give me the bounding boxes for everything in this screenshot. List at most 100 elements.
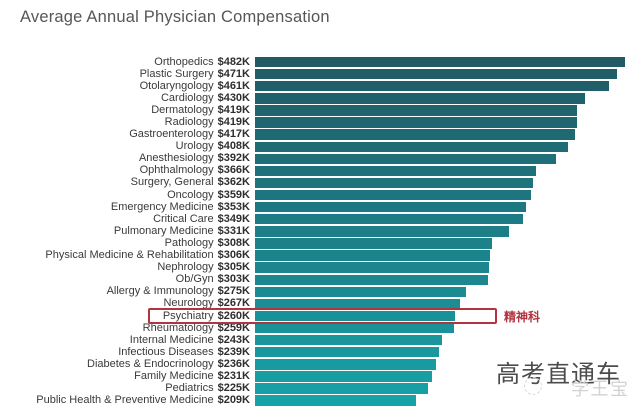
category-label: Internal Medicine <box>129 333 214 346</box>
value-label: $231K <box>217 369 250 382</box>
category-label: Diabetes & Endocrinology <box>87 357 214 370</box>
bar <box>255 81 610 92</box>
category-label: Pulmonary Medicine <box>113 224 214 237</box>
bar <box>255 286 467 298</box>
category-label: Plastic Surgery <box>139 67 214 80</box>
bar-row-label: Surgery, General $362K <box>0 177 250 188</box>
value-label: $275K <box>217 285 250 298</box>
bar <box>255 165 537 177</box>
bar <box>255 214 524 225</box>
value-label: $308K <box>217 236 250 249</box>
bar <box>255 274 488 285</box>
bar-row-label: Ophthalmology $366K <box>0 165 250 176</box>
bar-row: Anesthesiology $392K <box>0 153 639 165</box>
value-label: $392K <box>217 152 250 165</box>
bar-row: Family Medicine $231K <box>0 370 639 382</box>
category-label: Oncology <box>167 188 214 201</box>
bar-row-label: Pathology $308K <box>0 236 250 249</box>
value-label: $482K <box>217 55 250 68</box>
bar <box>255 238 492 249</box>
bar-area <box>255 189 639 201</box>
bar <box>255 201 527 213</box>
bar-row-label: Gastroenterology $417K <box>0 129 250 140</box>
category-label: Ophthalmology <box>139 164 214 177</box>
category-label: Critical Care <box>153 212 214 225</box>
bar-row-label: Public Health & Preventive Medicine $209… <box>0 395 250 406</box>
category-label: Surgery, General <box>130 176 214 189</box>
bar-area <box>255 274 639 285</box>
bar <box>255 310 455 322</box>
bar-row: Pathology $308K <box>0 237 639 249</box>
category-label: Cardiology <box>160 91 214 104</box>
value-label: $239K <box>217 345 250 358</box>
value-label: $417K <box>217 128 250 141</box>
bar-area <box>255 226 639 237</box>
bar <box>255 177 534 189</box>
bar-area <box>255 359 639 370</box>
bar-row: Critical Care $349K <box>0 213 639 225</box>
category-label: Public Health & Preventive Medicine <box>36 394 214 407</box>
bar-area <box>255 371 639 382</box>
bar-row: Allergy & Immunology $275K <box>0 286 639 298</box>
category-label: Psychiatry <box>162 309 214 322</box>
value-label: $209K <box>217 394 250 407</box>
bar-row: Surgery, General $362K <box>0 177 639 189</box>
category-label: Family Medicine <box>134 369 214 382</box>
bar-row-label: Plastic Surgery $471K <box>0 67 250 80</box>
value-label: $366K <box>217 164 250 177</box>
value-label: $236K <box>217 357 250 370</box>
bar-row-label: Internal Medicine $243K <box>0 333 250 346</box>
bar-area <box>255 177 639 189</box>
bar-row-label: Family Medicine $231K <box>0 369 250 382</box>
chart-title: Average Annual Physician Compensation <box>20 8 330 26</box>
bar-row-label: Physical Medicine & Rehabilitation $306K <box>0 250 250 261</box>
bar <box>255 347 439 358</box>
bar-row-label: Diabetes & Endocrinology $236K <box>0 357 250 370</box>
bar-row: Dermatology $419K <box>0 104 639 116</box>
bar-row: Rheumatology $259K <box>0 322 639 334</box>
bar-row-label: Cardiology $430K <box>0 91 250 104</box>
value-label: $306K <box>217 249 250 262</box>
bar-area <box>255 105 639 116</box>
bar-area <box>255 68 639 80</box>
bar-row: Gastroenterology $417K <box>0 129 639 141</box>
bar <box>255 117 577 128</box>
bar <box>255 335 442 346</box>
bar-area <box>255 56 639 68</box>
highlight-annotation: 精神科 <box>504 309 541 324</box>
bar-row-label: Allergy & Immunology $275K <box>0 286 250 297</box>
category-label: Gastroenterology <box>129 128 214 141</box>
bar-row: Orthopedics $482K <box>0 56 639 68</box>
bar-area <box>255 129 639 140</box>
bar-row-label: Dermatology $419K <box>0 104 250 116</box>
bar-row-label: Pediatrics $225K <box>0 383 250 394</box>
bar-row-label: Anesthesiology $392K <box>0 153 250 164</box>
bar-row: Nephrology $305K <box>0 262 639 274</box>
bar-row-label: Emergency Medicine $353K <box>0 201 250 213</box>
bar <box>255 129 576 140</box>
bar-row: Pediatrics $225K <box>0 383 639 395</box>
value-label: $260K <box>217 309 250 322</box>
bar-row: Otolaryngology $461K <box>0 80 639 92</box>
value-label: $461K <box>217 79 250 92</box>
bar-row: Ob/Gyn $303K <box>0 274 639 286</box>
value-label: $349K <box>217 212 250 225</box>
bar-row: Urology $408K <box>0 141 639 153</box>
bar-row: Ophthalmology $366K <box>0 165 639 177</box>
bar-row-label: Infectious Diseases $239K <box>0 345 250 358</box>
bar-row: Neurology $267K <box>0 298 639 310</box>
bar-row: Diabetes & Endocrinology $236K <box>0 358 639 370</box>
bar <box>255 226 510 237</box>
bar-area <box>255 335 639 346</box>
bar <box>255 359 437 370</box>
bar-row-label: Ob/Gyn $303K <box>0 274 250 285</box>
bar-row: Plastic Surgery $471K <box>0 68 639 80</box>
bar-area <box>255 165 639 177</box>
value-label: $359K <box>217 188 250 201</box>
bar <box>255 298 461 310</box>
bar <box>255 250 490 261</box>
bar-area <box>255 81 639 92</box>
bar-area <box>255 250 639 261</box>
bar <box>255 68 617 80</box>
